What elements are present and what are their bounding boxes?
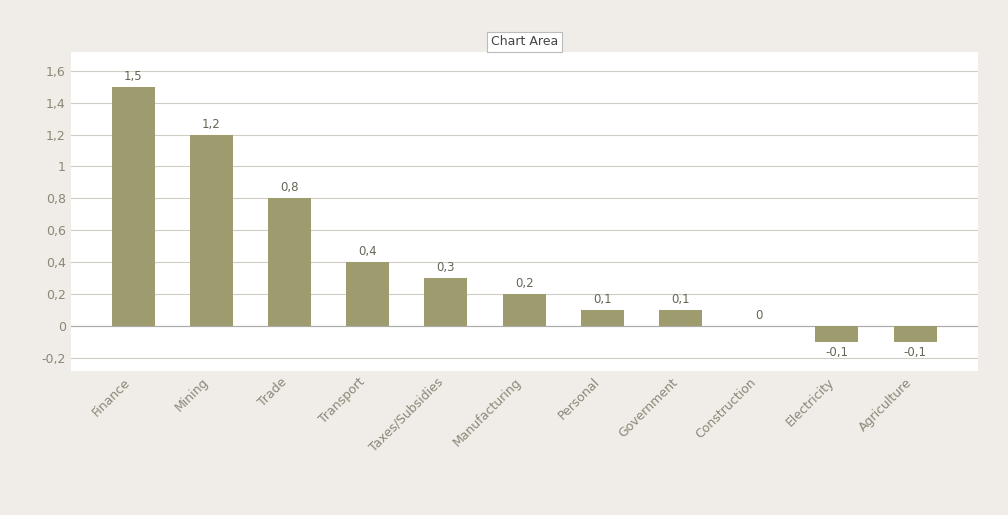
Bar [893, 326, 936, 342]
Bar [581, 310, 624, 326]
Bar [190, 134, 233, 326]
Bar [503, 294, 545, 326]
Bar [347, 262, 389, 326]
Text: 0,4: 0,4 [359, 245, 377, 258]
Text: 0,8: 0,8 [280, 181, 299, 194]
Text: 0: 0 [755, 309, 762, 322]
Text: 0,1: 0,1 [671, 293, 689, 306]
Bar [112, 87, 155, 326]
Bar [815, 326, 859, 342]
Text: -0,1: -0,1 [903, 346, 926, 359]
Text: 0,3: 0,3 [436, 261, 456, 274]
Text: 0,2: 0,2 [515, 277, 533, 290]
Text: -0,1: -0,1 [826, 346, 849, 359]
Bar [659, 310, 702, 326]
Text: 1,5: 1,5 [124, 70, 142, 82]
Text: Chart Area: Chart Area [491, 36, 557, 48]
Text: 0,1: 0,1 [593, 293, 612, 306]
Bar [268, 198, 311, 326]
Bar [424, 278, 468, 326]
Text: 1,2: 1,2 [202, 117, 221, 130]
